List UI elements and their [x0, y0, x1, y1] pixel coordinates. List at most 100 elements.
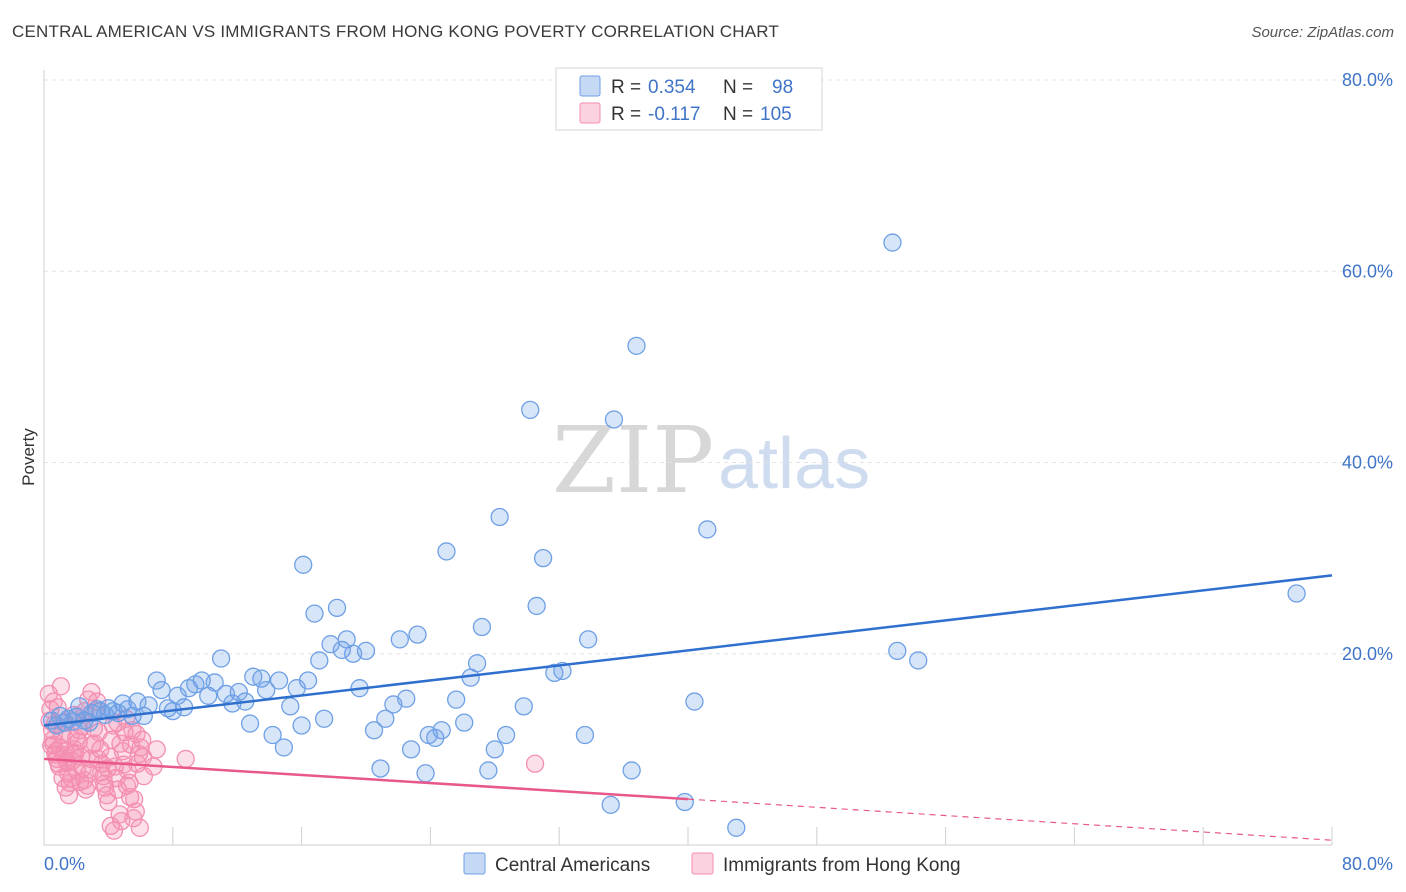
series-legend-swatch-central-americans: [463, 852, 486, 875]
legend-r-label-1: R =: [611, 104, 641, 125]
point-central-americans-46: [281, 697, 300, 716]
point-central-americans-85: [527, 596, 546, 616]
point-central-americans-99: [883, 233, 902, 252]
y-axis-tick-labels: 20.0% 40.0% 60.0% 80.0%: [1342, 70, 1393, 664]
point-hong-kong-85: [120, 788, 140, 807]
y-tick-label-20: 20.0%: [1342, 644, 1393, 664]
series-central-americans-points: [42, 233, 1306, 837]
point-central-americans-23: [147, 671, 166, 690]
point-hong-kong-90: [42, 736, 61, 755]
point-hong-kong-102: [176, 749, 195, 769]
point-central-americans-49: [298, 671, 318, 690]
x-tick-label-min: 0.0%: [44, 854, 85, 874]
point-central-americans-43: [263, 725, 282, 745]
point-central-americans-90: [579, 630, 598, 649]
point-central-americans-84: [521, 400, 540, 420]
point-central-americans-56: [332, 640, 352, 660]
point-central-americans-17: [113, 694, 133, 713]
point-central-americans-50: [294, 555, 313, 574]
y-tick-label-40: 40.0%: [1342, 453, 1393, 473]
point-central-americans-53: [314, 709, 334, 728]
point-central-americans-61: [364, 721, 384, 740]
chart-title: CENTRAL AMERICAN VS IMMIGRANTS FROM HONG…: [12, 22, 780, 41]
point-central-americans-68: [408, 625, 427, 644]
point-central-americans-96: [685, 692, 704, 711]
series-legend-swatch-hong-kong: [691, 852, 714, 875]
point-central-americans-51: [305, 604, 324, 623]
point-central-americans-81: [490, 507, 509, 527]
legend-n-label-0: N =: [723, 77, 753, 98]
series-legend-label-hong-kong: Immigrants from Hong Kong: [723, 855, 961, 876]
point-central-americans-78: [472, 617, 492, 637]
stats-legend: R = 0.354 N = 98 R = -0.117 N = 105: [555, 67, 823, 131]
point-hong-kong-82: [111, 734, 130, 753]
point-hong-kong-100: [147, 740, 166, 759]
point-hong-kong-66: [59, 786, 79, 805]
point-central-americans-92: [604, 410, 624, 429]
point-hong-kong-74: [85, 734, 104, 753]
series-legend-label-central-americans: Central Americans: [495, 855, 650, 876]
point-central-americans-86: [533, 548, 553, 568]
point-central-americans-91: [601, 795, 620, 814]
point-central-americans-63: [376, 709, 395, 728]
point-central-americans-69: [416, 764, 435, 783]
trend-line-central-americans: [43, 574, 1333, 727]
legend-n-value-1: 105: [760, 104, 792, 125]
trend-line-hong-kong: [43, 757, 689, 801]
point-central-americans-73: [437, 542, 456, 561]
point-central-americans-97: [698, 520, 717, 539]
point-central-americans-83: [514, 697, 533, 716]
point-central-americans-94: [627, 336, 646, 355]
point-hong-kong-87: [127, 724, 146, 744]
point-hong-kong-88: [130, 818, 149, 837]
point-central-americans-48: [292, 716, 311, 735]
grid-lines: [44, 79, 1392, 655]
point-hong-kong-77: [95, 774, 114, 793]
source-credit: Source: ZipAtlas.com: [1251, 24, 1394, 41]
point-central-americans-9: [79, 713, 99, 732]
watermark-zip: ZIP: [552, 407, 714, 514]
point-hong-kong-80: [104, 821, 124, 840]
point-hong-kong-36: [97, 786, 116, 805]
legend-n-label-1: N =: [723, 104, 753, 125]
legend-swatch-central-americans: [579, 75, 601, 97]
point-central-americans-74: [447, 690, 466, 709]
point-central-americans-60: [356, 641, 376, 661]
point-central-americans-80: [485, 740, 504, 759]
trend-line-extension-hong-kong: [687, 798, 1333, 841]
point-central-americans-34: [211, 649, 231, 668]
y-axis-label: Poverty: [19, 428, 38, 486]
point-central-americans-44: [269, 671, 289, 690]
point-central-americans-40: [240, 714, 260, 733]
y-tick-label-80: 80.0%: [1342, 70, 1393, 90]
point-central-americans-37: [229, 682, 248, 702]
point-central-americans-65: [390, 630, 409, 649]
point-central-americans-77: [467, 654, 487, 673]
point-hong-kong-93: [51, 677, 71, 696]
point-central-americans-82: [496, 725, 516, 745]
series-legend: Central Americans Immigrants from Hong K…: [463, 852, 961, 876]
point-central-americans-66: [397, 689, 416, 708]
point-hong-kong-73: [82, 682, 101, 702]
point-central-americans-95: [675, 792, 694, 812]
point-central-americans-52: [310, 651, 329, 670]
x-axis-ticks: [172, 827, 1333, 845]
point-central-americans-67: [401, 740, 421, 759]
point-central-americans-62: [371, 759, 390, 778]
y-tick-label-60: 60.0%: [1342, 261, 1393, 281]
point-central-americans-102: [1287, 584, 1306, 603]
legend-swatch-hong-kong: [579, 102, 601, 124]
point-central-americans-93: [622, 761, 641, 780]
point-central-americans-75: [455, 713, 474, 732]
watermark-atlas: atlas: [718, 424, 870, 504]
trend-lines: [43, 574, 1333, 841]
point-central-americans-45: [274, 738, 294, 757]
point-hong-kong-103: [525, 754, 545, 773]
x-tick-label-max: 80.0%: [1342, 854, 1393, 874]
legend-r-value-1: -0.117: [648, 104, 700, 125]
point-central-americans-33: [205, 673, 224, 692]
point-central-americans-98: [727, 818, 746, 837]
point-central-americans-72: [432, 721, 451, 740]
point-central-americans-79: [479, 761, 498, 780]
